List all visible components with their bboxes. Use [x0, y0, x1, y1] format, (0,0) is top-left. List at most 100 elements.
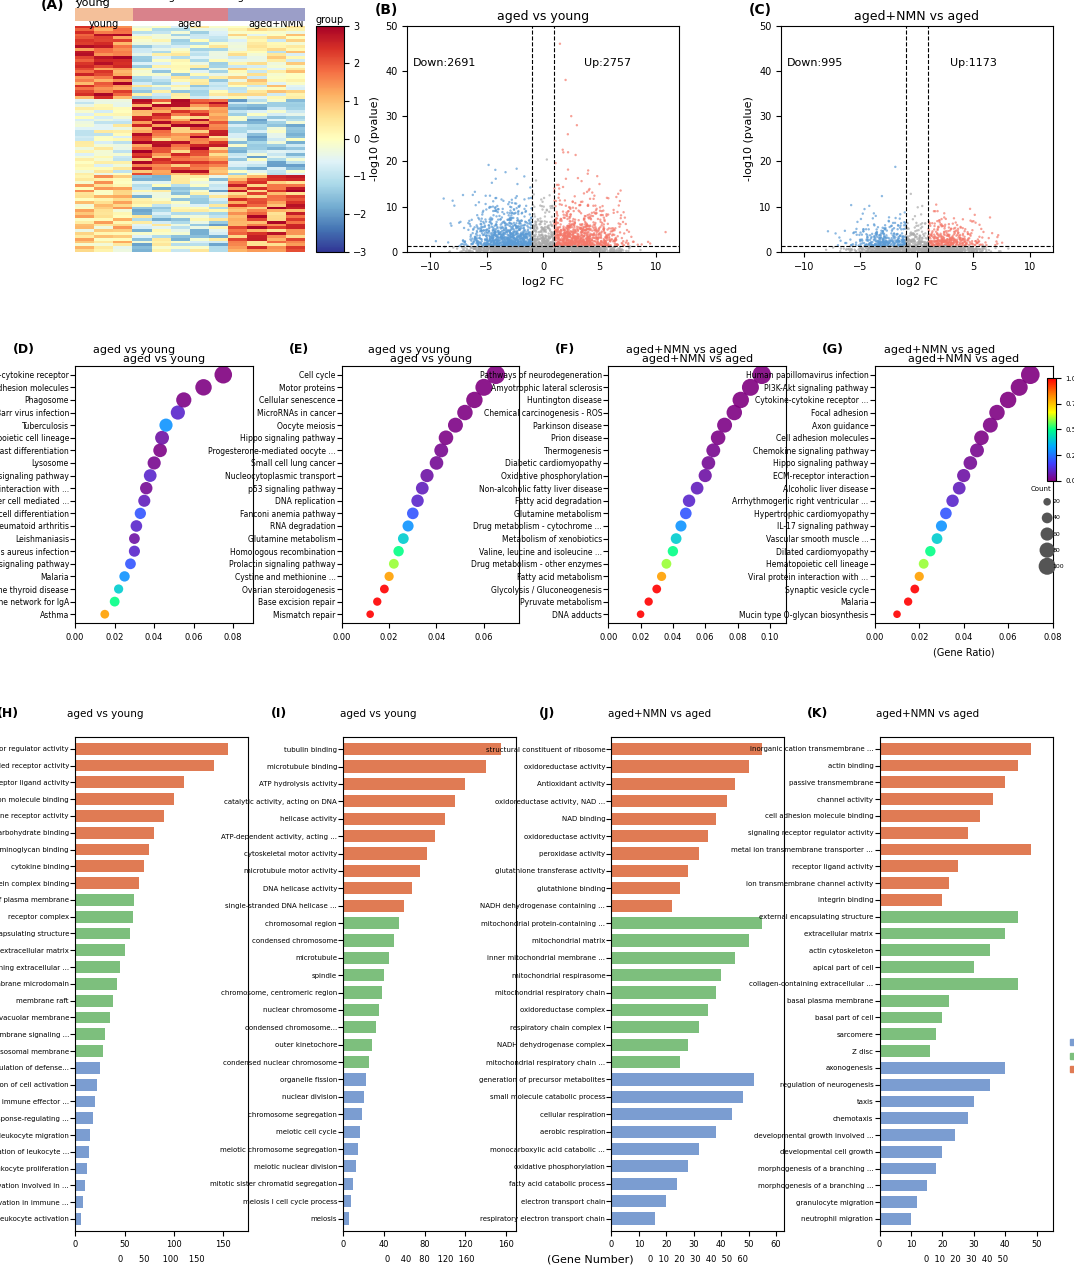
- Point: [536, 238, 553, 259]
- Point: [522, 187, 539, 208]
- Point: [905, 224, 923, 245]
- Point: [525, 218, 542, 238]
- Point: [887, 208, 904, 228]
- Point: [524, 240, 541, 260]
- Point: [487, 235, 504, 255]
- Point: [533, 236, 550, 256]
- Point: [562, 224, 579, 245]
- Point: [575, 219, 592, 240]
- Point: [726, 403, 743, 423]
- Point: [574, 240, 591, 260]
- Point: [568, 228, 585, 249]
- Point: [496, 235, 513, 255]
- Point: [632, 240, 649, 260]
- Point: [597, 232, 614, 253]
- Point: [543, 196, 561, 217]
- Point: [603, 240, 620, 260]
- Point: [553, 241, 570, 262]
- Point: [579, 182, 596, 203]
- Point: [924, 240, 941, 260]
- Point: [477, 215, 494, 236]
- Point: [484, 221, 502, 241]
- Point: [949, 241, 967, 262]
- Point: [578, 238, 595, 259]
- Point: [496, 227, 513, 247]
- Point: [554, 226, 571, 246]
- Point: [495, 241, 512, 262]
- Point: [494, 240, 511, 260]
- Point: [539, 231, 556, 251]
- Point: [520, 238, 537, 259]
- Point: [560, 237, 577, 258]
- Point: [589, 237, 606, 258]
- Point: [485, 224, 503, 245]
- Point: [578, 229, 595, 250]
- Point: [499, 232, 517, 253]
- Point: [532, 240, 549, 260]
- Point: [552, 237, 569, 258]
- Point: [521, 233, 538, 254]
- Point: [906, 233, 924, 254]
- Bar: [75, 1179, 85, 1191]
- Point: [492, 209, 509, 229]
- Point: [578, 226, 595, 246]
- Point: [870, 241, 887, 262]
- Point: [900, 236, 917, 256]
- Point: [506, 238, 523, 259]
- Text: aged vs young: aged vs young: [368, 345, 450, 355]
- Point: [516, 215, 533, 236]
- Point: [872, 232, 889, 253]
- Point: [589, 229, 606, 250]
- Point: [562, 226, 579, 246]
- Point: [547, 241, 564, 262]
- Bar: [880, 1045, 930, 1056]
- Point: [905, 229, 923, 250]
- Point: [566, 228, 583, 249]
- Point: [882, 235, 899, 255]
- Point: [852, 231, 869, 251]
- Point: [538, 212, 555, 232]
- Point: [508, 223, 525, 244]
- Point: [513, 224, 531, 245]
- Point: [923, 224, 940, 245]
- Point: [566, 238, 583, 259]
- Point: [563, 237, 580, 258]
- Point: [600, 224, 618, 245]
- Point: [549, 240, 566, 260]
- Point: [586, 213, 604, 233]
- Point: [912, 227, 929, 247]
- Point: [499, 235, 517, 255]
- Point: [505, 227, 522, 247]
- Point: [539, 237, 556, 258]
- Point: [477, 194, 494, 214]
- Point: [900, 240, 917, 260]
- Point: [493, 227, 510, 247]
- Point: [593, 235, 610, 255]
- Bar: [75, 1113, 93, 1124]
- Point: [550, 241, 567, 262]
- Point: [570, 241, 587, 262]
- Point: [581, 231, 598, 251]
- Point: [464, 233, 481, 254]
- Point: [521, 236, 538, 256]
- Point: [537, 241, 554, 262]
- Point: [500, 240, 518, 260]
- Point: [508, 241, 525, 262]
- Point: [963, 221, 981, 241]
- Point: [521, 232, 538, 253]
- Point: [529, 238, 547, 259]
- Point: [582, 240, 599, 260]
- Point: [578, 238, 595, 259]
- Point: [939, 238, 956, 259]
- Point: [483, 226, 500, 246]
- Point: [911, 238, 928, 259]
- Point: [876, 219, 894, 240]
- Point: [842, 238, 859, 259]
- Point: [513, 204, 531, 224]
- Point: [466, 227, 483, 247]
- Point: [516, 167, 533, 187]
- Point: [870, 241, 887, 262]
- Point: [562, 238, 579, 259]
- Point: [532, 221, 549, 241]
- Point: [497, 222, 514, 242]
